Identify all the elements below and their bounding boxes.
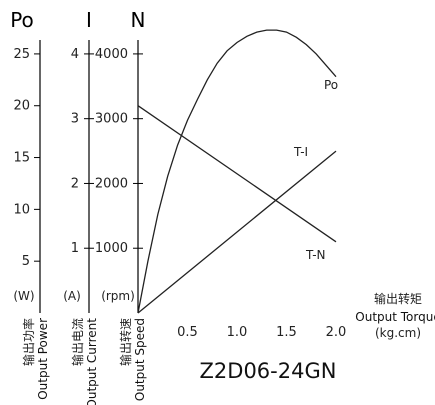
x-axis-label-en: Output Torque (355, 310, 435, 324)
power-tick-label: 15 (13, 151, 30, 166)
current-tick-label: 3 (71, 112, 79, 127)
series-t-i-line (137, 150, 337, 314)
power-tick-label: 10 (13, 202, 30, 217)
speed-axis-label-cn: 输出转速 (118, 318, 133, 366)
speed-tick-label: 4000 (95, 47, 128, 62)
speed-axis-unit: (rpm) (101, 289, 135, 303)
power-axis-label-en: Output Power (36, 318, 50, 400)
current-tick-label: 2 (71, 176, 79, 191)
series-layer (137, 29, 337, 314)
axes-layer (34, 40, 143, 313)
speed-axis-header: N (131, 8, 146, 32)
power-tick-label: 25 (13, 47, 30, 62)
chart-title: Z2D06-24GN (200, 359, 337, 383)
speed-axis-label-en: Output Speed (133, 318, 147, 401)
x-tick-label: 1.5 (276, 325, 297, 340)
labels-layer: 5 10 15 20 25 Po (W) 输出功率 Output Power 1 2 3 4I (A) 输出… (10, 8, 435, 405)
x-tick-label: 2.0 (326, 325, 347, 340)
x-axis-label-cn: 输出转矩 (374, 291, 422, 306)
current-axis-label-cn: 输出电流 (70, 318, 85, 366)
series-po-line (137, 29, 337, 314)
series-t-n-label: T-N (305, 248, 326, 262)
x-axis-unit: (kg.cm) (375, 326, 421, 340)
x-tick-label: 0.5 (177, 325, 198, 340)
power-tick-label: 20 (13, 99, 30, 114)
current-axis-header: I (86, 8, 92, 32)
power-tick-label: 5 (22, 254, 30, 269)
current-tick-label: 4 (71, 47, 79, 62)
series-po-label: Po (324, 78, 338, 92)
speed-tick-label: 2000 (95, 176, 128, 191)
speed-tick-label: 3000 (95, 112, 128, 127)
series-t-i-label: T-I (293, 145, 308, 159)
series-t-n-line (137, 105, 337, 243)
power-axis-label-cn: 输出功率 (21, 318, 36, 366)
current-tick-label: 1 (71, 241, 79, 256)
current-axis-unit: (A) (63, 289, 81, 303)
current-axis-label-en: Output Current (85, 318, 99, 405)
power-axis-header: Po (10, 8, 34, 32)
power-axis-unit: (W) (13, 289, 34, 303)
x-tick-label: 1.0 (227, 325, 248, 340)
speed-tick-label: 1000 (95, 241, 128, 256)
